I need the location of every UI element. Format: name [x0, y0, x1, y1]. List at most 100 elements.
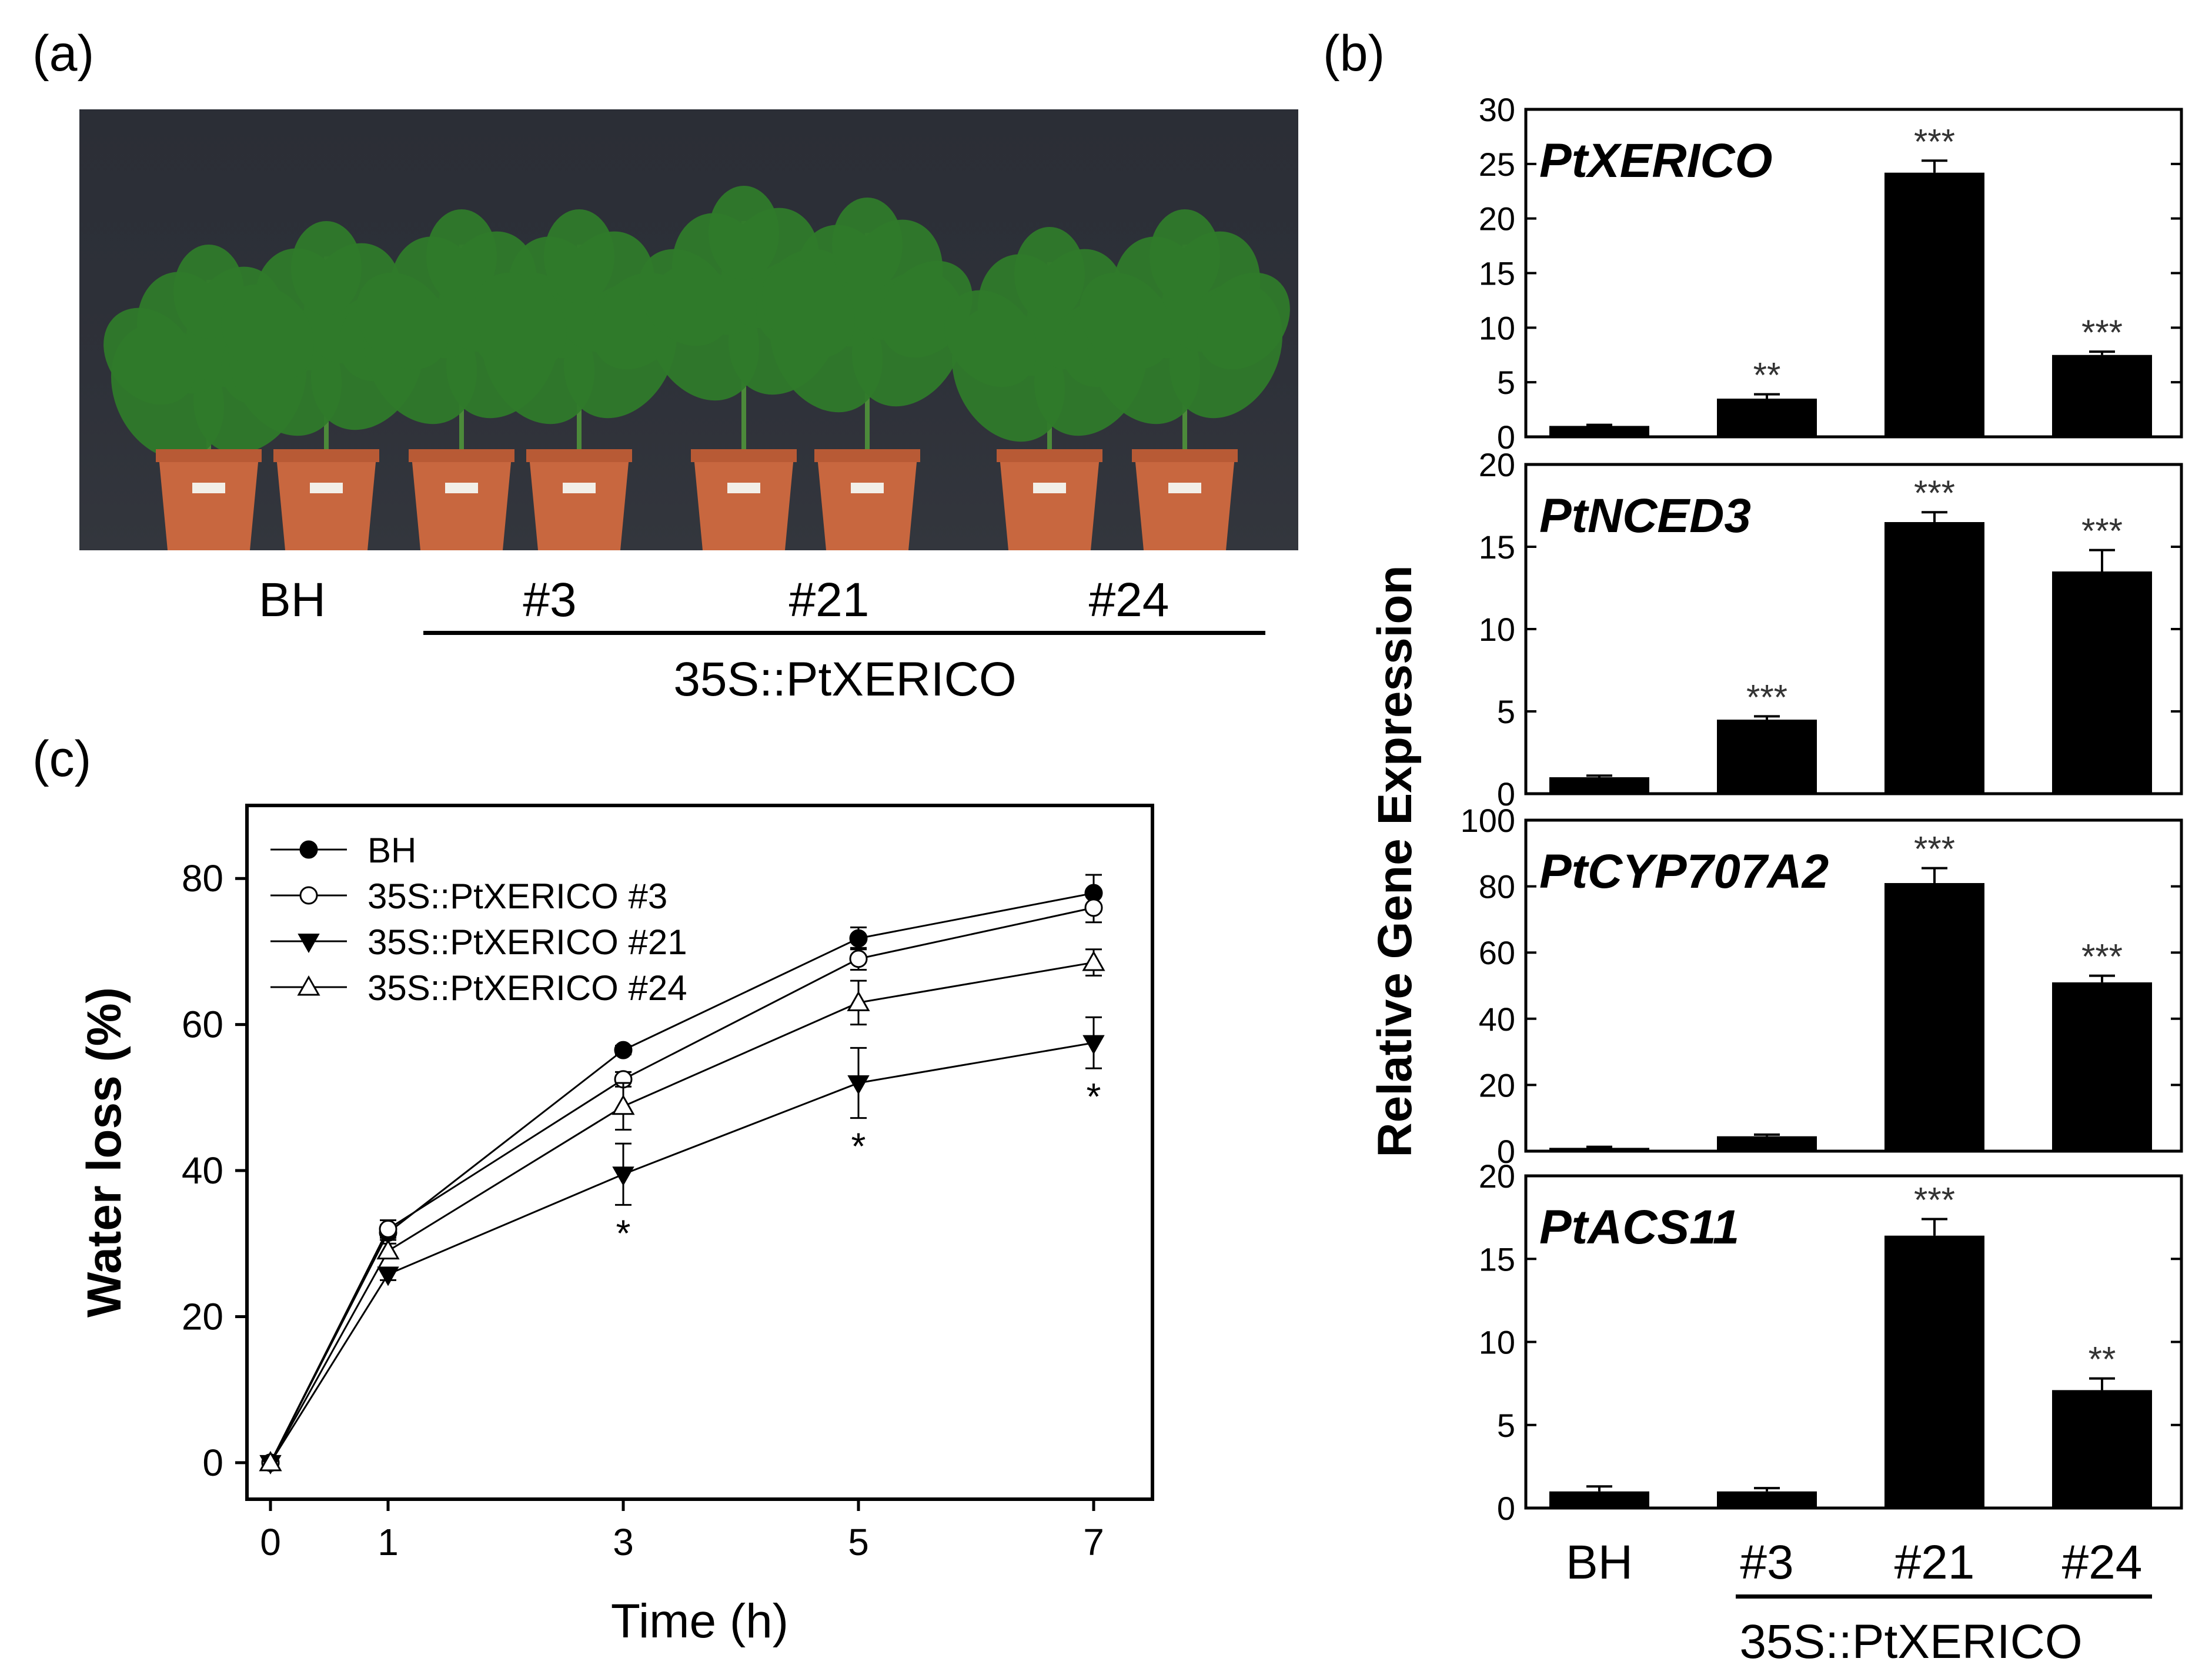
significance-label: * — [1087, 1075, 1101, 1118]
significance-label: *** — [1746, 677, 1787, 717]
bar — [2052, 1390, 2152, 1508]
panel-c-line-chart: 0 20 40 60 80 0 1 3 5 7 Time (h) Water loss (%) * * * B… — [78, 804, 1154, 1648]
pot-rim — [526, 449, 632, 462]
plant-pot — [529, 456, 629, 550]
plant-pot — [412, 456, 512, 550]
group-label-3: #3 — [523, 573, 576, 627]
y-tick-label: 20 — [1479, 200, 1515, 238]
pot-rim — [997, 449, 1102, 462]
data-point — [379, 1219, 397, 1238]
y-tick-label: 5 — [1497, 364, 1515, 401]
plant-pot — [1000, 456, 1100, 550]
y-tick-label: 0 — [1497, 1490, 1515, 1527]
y-tick-label: 15 — [1479, 255, 1515, 292]
b-group-label-24: #24 — [2062, 1536, 2143, 1589]
panel-b-bar-charts: 051015202530PtXERICO********05101520PtNC… — [1461, 91, 2183, 1527]
gene-title: PtXERICO — [1539, 134, 1772, 188]
pot-rim — [691, 449, 797, 462]
pot-rim — [1132, 449, 1238, 462]
plant-leaf — [1150, 209, 1220, 303]
bar — [1884, 882, 1984, 1151]
y-tick-label: 15 — [1479, 529, 1515, 566]
bar — [1717, 1491, 1817, 1508]
group-label-24: #24 — [1089, 573, 1170, 627]
bar — [1884, 522, 1984, 794]
y-tick-label: 0 — [1497, 775, 1515, 813]
data-point — [849, 949, 868, 968]
data-point — [612, 1094, 635, 1115]
significance-label: *** — [1914, 473, 1955, 513]
y-tick-label: 100 — [1461, 802, 1515, 839]
b-group-label-3: #3 — [1740, 1536, 1793, 1589]
plant-leaf — [544, 209, 614, 303]
bar — [2052, 355, 2152, 437]
y-tick-label: 10 — [1479, 611, 1515, 648]
y-tick-label: 20 — [1479, 446, 1515, 483]
legend-marker — [297, 975, 320, 996]
pot-tag — [1168, 483, 1201, 493]
pot-tag — [727, 483, 760, 493]
significance-label: *** — [1914, 122, 1955, 161]
group-label-21: #21 — [789, 573, 870, 627]
bar-subchart-ptnced3: 0 5 10 15 20 PtNCED3 *** *** *** — [1479, 446, 2183, 813]
construct-bracket-a — [423, 631, 1265, 635]
bar — [1717, 720, 1817, 794]
y-tick-label: 10 — [1479, 1324, 1515, 1361]
x-axis-title: Time (h) — [611, 1594, 788, 1648]
plant-leaf — [832, 198, 903, 292]
gene-title: PtCYP707A2 — [1539, 845, 1829, 898]
plant-leaf — [1014, 227, 1085, 321]
plot-frame — [245, 804, 1154, 1501]
legend-label: BH — [367, 831, 416, 870]
bar-subchart-ptcyp707a2: 0 20 40 60 80 100 PtCYP707A2 *** *** — [1461, 802, 2183, 1170]
y-tick-label: 5 — [1497, 1407, 1515, 1444]
legend-marker — [298, 934, 320, 954]
y-tick-label: 0 — [202, 1442, 223, 1484]
panel-b-letter: (b) — [1323, 25, 1385, 82]
plant-leaf — [762, 260, 855, 358]
pot-rim — [409, 449, 514, 462]
plant-photo-illustration — [103, 186, 1290, 550]
plant-leaf — [944, 290, 1037, 387]
pot-tag — [445, 483, 478, 493]
bar — [1884, 1235, 1984, 1508]
gene-title: PtACS11 — [1539, 1201, 1739, 1254]
data-point — [376, 1239, 400, 1260]
series-1 — [261, 892, 1103, 1472]
significance-label: ** — [1753, 356, 1781, 395]
plant-pot — [159, 456, 259, 550]
significance-label: ** — [2089, 1340, 2116, 1379]
pot-rim — [156, 449, 262, 462]
y-tick-label: 0 — [1497, 1133, 1515, 1170]
data-point — [612, 1166, 634, 1186]
significance-label: *** — [1914, 830, 1955, 869]
significance-label: *** — [2081, 313, 2123, 352]
y-tick-label: 20 — [1479, 1158, 1515, 1195]
gene-title: PtNCED3 — [1539, 489, 1751, 543]
y-axis-title: Water loss (%) — [78, 987, 131, 1318]
b-group-label-21: #21 — [1894, 1536, 1975, 1589]
bar — [2052, 571, 2152, 794]
legend-label: 35S::PtXERICO #3 — [367, 877, 667, 916]
y-tick-label: 20 — [182, 1295, 223, 1338]
panel-c-letter: (c) — [32, 731, 91, 787]
plant-leaf — [709, 186, 779, 280]
pot-tag — [851, 483, 884, 493]
data-point — [1084, 898, 1103, 917]
legend-marker — [299, 840, 318, 859]
panel-b-ylabel: Relative Gene Expression — [1368, 565, 1422, 1157]
y-tick-label: 80 — [1479, 868, 1515, 905]
data-point — [1082, 1035, 1105, 1055]
series-0 — [261, 874, 1103, 1472]
plant-leaf — [221, 284, 314, 382]
data-point — [847, 1075, 870, 1095]
panel-a-letter: (a) — [32, 25, 94, 82]
bar — [1549, 426, 1649, 437]
legend-label: 35S::PtXERICO #24 — [367, 968, 687, 1008]
x-tick-label: 1 — [377, 1521, 399, 1563]
x-tick-label: 5 — [848, 1521, 869, 1563]
data-point — [259, 1450, 282, 1472]
plants-group — [103, 186, 1290, 550]
